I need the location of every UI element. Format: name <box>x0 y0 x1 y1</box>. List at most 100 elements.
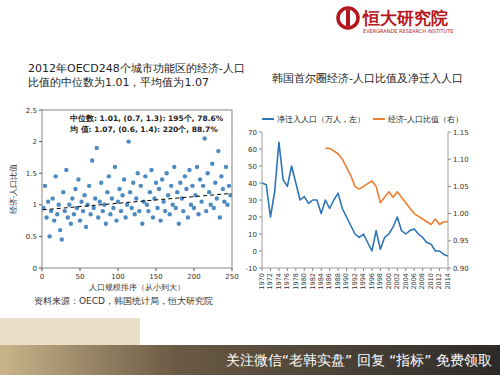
scatter-point <box>88 212 92 216</box>
tick-mark <box>312 268 313 271</box>
scatter-point <box>134 196 138 200</box>
legend-swatch <box>373 118 385 120</box>
tick-mark <box>259 251 262 252</box>
scatter-point <box>164 171 168 175</box>
logo-subtext: EVERGRANDE RESEARCH INSTITUTE <box>363 28 453 34</box>
tick-mark <box>259 132 262 133</box>
tick-label: 0.90 <box>453 265 469 273</box>
tick-mark <box>39 141 42 142</box>
scatter-point <box>209 203 213 207</box>
line-chart: 韩国首尔圈经济-人口比值及净迁入人口-100102030405060700.90… <box>246 72 469 290</box>
scatter-point <box>225 203 229 207</box>
scatter-point <box>63 209 67 213</box>
tick-mark <box>388 268 389 271</box>
scatter-point <box>117 187 121 191</box>
scatter-point <box>192 206 196 210</box>
tick-label: 1.00 <box>453 210 469 218</box>
legend-swatch <box>262 118 274 120</box>
annotation: 均 值: 1.07, (0.6, 1.4): 220个, 88.7% <box>69 125 218 134</box>
tick-mark <box>232 268 233 271</box>
legend-label: 经济-人口比值（右） <box>388 115 463 124</box>
tick-mark <box>405 268 406 271</box>
tick-label: 1992 <box>351 273 359 290</box>
plot-area <box>42 136 232 242</box>
scatter-point <box>186 215 190 219</box>
scatter-point <box>148 190 152 194</box>
scatter-point <box>43 184 47 188</box>
tick-label: 1.15 <box>453 129 469 137</box>
scatter-point <box>180 196 184 200</box>
scatter-point <box>119 209 123 213</box>
scatter-point <box>104 222 108 226</box>
scatter-point <box>171 203 175 207</box>
tick-label: 150 <box>149 273 162 281</box>
scatter-point <box>177 222 181 226</box>
scatter-point <box>183 174 187 178</box>
legend-label: 净迁入人口（万人，左） <box>277 115 365 124</box>
scatter-point <box>189 203 193 207</box>
scatter-point <box>195 165 199 169</box>
scatter-point <box>201 184 205 188</box>
tick-label: 1988 <box>334 273 342 290</box>
logo-icon <box>338 8 358 28</box>
scatter-point <box>158 218 162 222</box>
scatter-point <box>169 184 173 188</box>
tick-label: 40 <box>248 180 257 188</box>
scatter-point <box>190 184 194 188</box>
tick-label: 1 <box>33 201 37 209</box>
background <box>0 0 500 375</box>
tick-mark <box>304 268 305 271</box>
legend: 净迁入人口（万人，左） 经济-人口比值（右） <box>262 115 463 124</box>
tick-label: 2010 <box>427 273 435 290</box>
scatter-point <box>81 209 85 213</box>
scatter-point <box>149 168 153 172</box>
tick-label: 1970 <box>258 273 266 290</box>
scatter-point <box>129 206 133 210</box>
tick-mark <box>448 213 451 214</box>
scatter-point <box>96 215 100 219</box>
tick-label: 0 <box>33 265 37 273</box>
tick-label: 1996 <box>368 273 376 290</box>
axis-label: 经济-人口比值 <box>9 164 18 215</box>
scatter-point <box>172 165 176 169</box>
tick-mark <box>39 204 42 205</box>
tick-label: 250 <box>225 273 238 281</box>
plot-area <box>262 142 448 256</box>
tick-label: 1984 <box>317 273 325 290</box>
tick-label: 1976 <box>283 273 291 290</box>
tick-mark <box>259 149 262 150</box>
scatter-point <box>55 212 59 216</box>
scatter-point <box>216 149 220 153</box>
tick-label: 1982 <box>309 273 317 290</box>
scatter-point <box>111 206 115 210</box>
scatter-point <box>128 190 132 194</box>
scatter-point <box>222 199 226 203</box>
scatter-point <box>198 177 202 181</box>
scatter-point <box>101 209 105 213</box>
tick-label: 20 <box>248 214 257 222</box>
tick-label: 2008 <box>418 273 426 290</box>
scatter-point <box>67 203 71 207</box>
tick-label: 100 <box>111 273 124 281</box>
tick-label: 1978 <box>292 273 300 290</box>
scatter-point <box>202 136 206 140</box>
scatter-point <box>64 168 68 172</box>
tick-mark <box>39 173 42 174</box>
scatter-point <box>120 193 124 197</box>
tick-mark <box>355 268 356 271</box>
scatter-point <box>227 184 231 188</box>
tick-mark <box>194 268 195 271</box>
scatter-point <box>108 212 112 216</box>
tick-label: 1994 <box>359 273 367 290</box>
chart-title: 2012年OECD248个城市功能区的经济-人口比值的中位数为1.01，平均值为… <box>28 62 252 90</box>
tick-mark <box>259 217 262 218</box>
scatter-point <box>193 193 197 197</box>
scatter-point <box>98 199 102 203</box>
chart-title: 韩国首尔圈经济-人口比值及净迁入人口 <box>272 72 463 85</box>
tick-mark <box>380 268 381 271</box>
scatter-point <box>57 203 61 207</box>
plot-frame <box>42 110 232 268</box>
scatter-point <box>163 209 167 213</box>
scatter-point <box>46 199 50 203</box>
scatter-point <box>105 190 109 194</box>
